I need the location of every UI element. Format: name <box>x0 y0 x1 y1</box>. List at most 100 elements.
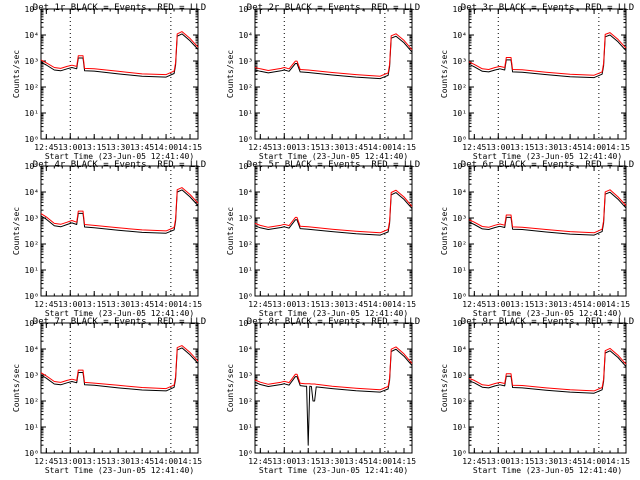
x-tick-label: 13:30 <box>534 300 558 309</box>
x-tick-label: 13:15 <box>296 457 320 466</box>
x-tick-label: 13:00 <box>272 300 296 309</box>
y-tick-label: 10⁴ <box>239 345 253 354</box>
x-axis-label: Start Time (23-Jun-05 12:41:40) <box>473 309 622 318</box>
x-tick-label: 13:00 <box>486 300 510 309</box>
x-axis-label: Start Time (23-Jun-05 12:41:40) <box>45 309 194 318</box>
x-tick-label: 12:45 <box>462 143 486 152</box>
plot-frame <box>40 322 199 454</box>
series-line-lld <box>468 32 627 76</box>
chart-panel: Det 2r BLACK = Events, RED = LLD 10⁰ 10¹ 10… <box>226 3 420 161</box>
x-tick-label: 14:00 <box>368 143 392 152</box>
plot-frame <box>468 8 627 140</box>
x-axis-label: Start Time (23-Jun-05 12:41:40) <box>45 466 194 475</box>
y-axis-label: Counts/sec <box>226 364 235 412</box>
x-tick-label: 14:15 <box>606 300 630 309</box>
y-tick-label: 10¹ <box>25 266 39 275</box>
x-tick-label: 12:45 <box>462 300 486 309</box>
series-line-lld <box>254 33 413 77</box>
x-tick-label: 14:15 <box>392 300 416 309</box>
x-tick-label: 13:00 <box>272 143 296 152</box>
chart-title: Det 6r BLACK = Events, RED = LLD <box>461 160 634 170</box>
x-tick-label: 13:15 <box>296 143 320 152</box>
x-tick-label: 12:45 <box>34 300 58 309</box>
y-tick-label: 10³ <box>25 214 39 223</box>
chart-panel: Det 5r BLACK = Events, RED = LLD 10⁰ 10¹ 10… <box>226 160 420 318</box>
y-axis-label: Counts/sec <box>226 207 235 255</box>
x-tick-label: 13:00 <box>272 457 296 466</box>
x-tick-label: 14:15 <box>606 457 630 466</box>
x-tick-label: 13:15 <box>510 143 534 152</box>
y-tick-label: 10² <box>25 397 39 406</box>
y-tick-label: 10² <box>25 83 39 92</box>
x-tick-label: 14:00 <box>582 143 606 152</box>
y-tick-label: 10⁵ <box>25 162 39 171</box>
x-tick-label: 13:30 <box>320 143 344 152</box>
plot-frame <box>468 322 627 454</box>
y-tick-label: 10² <box>239 83 253 92</box>
y-tick-label: 10⁵ <box>25 5 39 14</box>
y-tick-label: 10⁴ <box>453 345 467 354</box>
y-tick-label: 10⁰ <box>453 135 467 144</box>
y-tick-label: 10³ <box>239 57 253 66</box>
y-tick-label: 10³ <box>453 371 467 380</box>
chart-panel: Det 1r BLACK = Events, RED = LLD 10⁰ 10¹ 10… <box>12 3 206 161</box>
y-tick-label: 10¹ <box>239 109 253 118</box>
x-tick-label: 13:30 <box>534 143 558 152</box>
x-tick-label: 13:30 <box>106 143 130 152</box>
x-tick-label: 14:00 <box>582 457 606 466</box>
y-tick-label: 10¹ <box>25 109 39 118</box>
x-tick-label: 13:45 <box>130 300 154 309</box>
x-tick-label: 13:30 <box>106 300 130 309</box>
y-tick-label: 10⁵ <box>239 162 253 171</box>
y-tick-label: 10⁰ <box>239 449 253 458</box>
y-axis-label: Counts/sec <box>12 364 21 412</box>
y-tick-label: 10⁴ <box>25 345 39 354</box>
y-tick-label: 10⁴ <box>25 31 39 40</box>
x-tick-label: 13:00 <box>486 143 510 152</box>
x-tick-label: 14:15 <box>392 457 416 466</box>
series-line-lld <box>40 345 199 390</box>
x-tick-label: 13:45 <box>344 300 368 309</box>
y-tick-label: 10¹ <box>239 266 253 275</box>
x-tick-label: 13:00 <box>58 300 82 309</box>
x-tick-label: 14:15 <box>606 143 630 152</box>
x-axis-label: Start Time (23-Jun-05 12:41:40) <box>473 466 622 475</box>
x-tick-label: 13:00 <box>58 143 82 152</box>
series-line-lld <box>254 189 413 234</box>
plot-frame <box>254 165 413 297</box>
y-tick-label: 10⁵ <box>453 162 467 171</box>
y-tick-label: 10² <box>239 397 253 406</box>
x-tick-label: 12:45 <box>248 300 272 309</box>
y-tick-label: 10⁰ <box>239 135 253 144</box>
x-tick-label: 13:00 <box>58 457 82 466</box>
x-tick-label: 12:45 <box>34 143 58 152</box>
x-axis-label: Start Time (23-Jun-05 12:41:40) <box>473 152 622 161</box>
x-axis-label: Start Time (23-Jun-05 12:41:40) <box>45 152 194 161</box>
y-axis-label: Counts/sec <box>226 50 235 98</box>
x-tick-label: 14:15 <box>392 143 416 152</box>
series-line-lld <box>40 187 199 232</box>
y-tick-label: 10⁵ <box>453 319 467 328</box>
x-tick-label: 13:15 <box>510 300 534 309</box>
chart-panel: Det 9r BLACK = Events, RED = LLD 10⁰ 10¹ 10… <box>440 317 634 475</box>
x-tick-label: 14:00 <box>154 143 178 152</box>
plot-frame <box>254 322 413 454</box>
x-tick-label: 13:15 <box>296 300 320 309</box>
series-line-lld <box>468 347 627 392</box>
y-axis-label: Counts/sec <box>440 50 449 98</box>
y-tick-label: 10⁴ <box>453 31 467 40</box>
chart-title: Det 3r BLACK = Events, RED = LLD <box>461 3 634 13</box>
y-tick-label: 10⁴ <box>453 188 467 197</box>
chart-panel: Det 7r BLACK = Events, RED = LLD 10⁰ 10¹ 10… <box>12 317 206 475</box>
x-tick-label: 13:15 <box>82 143 106 152</box>
x-tick-label: 13:00 <box>486 457 510 466</box>
y-tick-label: 10⁵ <box>239 5 253 14</box>
plot-frame <box>40 165 199 297</box>
chart-title: Det 2r BLACK = Events, RED = LLD <box>247 3 420 13</box>
chart-title: Det 9r BLACK = Events, RED = LLD <box>461 317 634 327</box>
x-tick-label: 13:45 <box>558 457 582 466</box>
x-tick-label: 13:45 <box>344 457 368 466</box>
x-tick-label: 14:00 <box>368 457 392 466</box>
